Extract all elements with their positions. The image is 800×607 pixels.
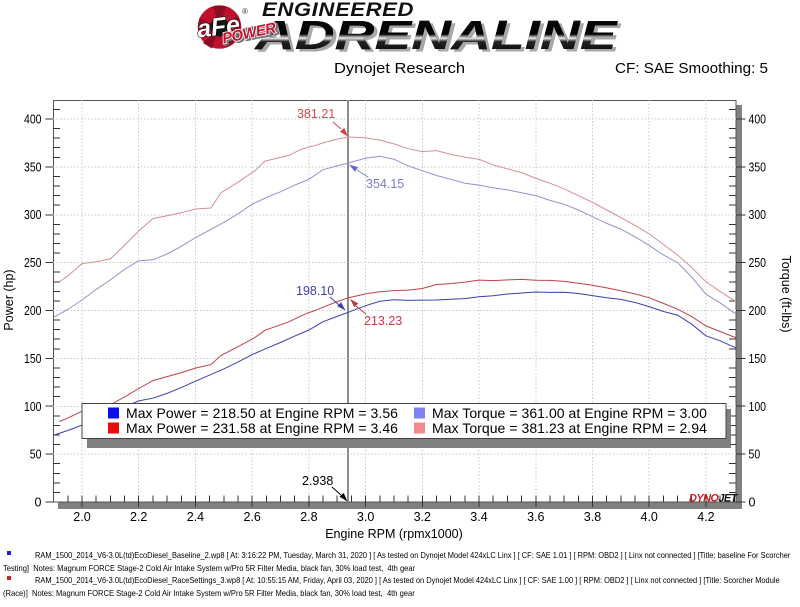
- svg-text:198.10: 198.10: [296, 284, 334, 298]
- svg-text:300: 300: [749, 208, 767, 222]
- svg-text:4.0: 4.0: [641, 510, 658, 524]
- svg-text:2.2: 2.2: [130, 510, 147, 524]
- svg-text:Max Torque = 381.23 at Engine: Max Torque = 381.23 at Engine RPM = 2.94: [432, 420, 707, 436]
- svg-text:Max Power = 218.50 at Engine R: Max Power = 218.50 at Engine RPM = 3.56: [126, 405, 398, 421]
- svg-text:2.6: 2.6: [244, 510, 261, 524]
- svg-text:100: 100: [24, 400, 42, 414]
- svg-text:150: 150: [749, 352, 767, 366]
- svg-text:3.0: 3.0: [357, 510, 374, 524]
- svg-text:2.8: 2.8: [300, 510, 317, 524]
- svg-text:150: 150: [24, 352, 42, 366]
- svg-text:0: 0: [749, 496, 756, 510]
- svg-text:3.6: 3.6: [527, 510, 544, 524]
- svg-text:50: 50: [749, 448, 761, 462]
- svg-text:2.938: 2.938: [302, 474, 333, 488]
- svg-text:381.21: 381.21: [297, 107, 335, 121]
- svg-text:400: 400: [749, 113, 767, 127]
- svg-text:350: 350: [24, 160, 42, 174]
- svg-text:aFe: aFe: [195, 10, 241, 43]
- svg-text:350: 350: [749, 160, 767, 174]
- svg-text:250: 250: [749, 256, 767, 270]
- svg-text:Power (hp): Power (hp): [2, 269, 16, 330]
- svg-text:DYNOJET: DYNOJET: [689, 493, 739, 505]
- svg-text:200: 200: [24, 304, 42, 318]
- svg-text:213.23: 213.23: [364, 314, 402, 328]
- svg-text:100: 100: [749, 400, 767, 414]
- svg-text:250: 250: [24, 256, 42, 270]
- svg-text:2.4: 2.4: [187, 510, 204, 524]
- svg-text:3.8: 3.8: [584, 510, 601, 524]
- svg-text:354.15: 354.15: [366, 177, 404, 191]
- svg-text:Torque (ft-lbs): Torque (ft-lbs): [779, 255, 793, 332]
- svg-text:300: 300: [24, 208, 42, 222]
- svg-text:4.2: 4.2: [697, 510, 714, 524]
- svg-text:200: 200: [749, 304, 767, 318]
- svg-text:Engine RPM (rpmx1000): Engine RPM (rpmx1000): [325, 527, 463, 541]
- svg-text:3.4: 3.4: [470, 510, 487, 524]
- svg-text:50: 50: [30, 448, 42, 462]
- svg-text:Max Power = 231.58 at Engine R: Max Power = 231.58 at Engine RPM = 3.46: [126, 420, 398, 436]
- svg-text:0: 0: [35, 496, 42, 510]
- svg-text:®: ®: [242, 7, 248, 16]
- svg-text:2.0: 2.0: [73, 510, 90, 524]
- svg-text:400: 400: [24, 113, 42, 127]
- svg-text:Max Torque = 361.00 at Engine: Max Torque = 361.00 at Engine RPM = 3.00: [432, 405, 707, 421]
- svg-text:3.2: 3.2: [414, 510, 431, 524]
